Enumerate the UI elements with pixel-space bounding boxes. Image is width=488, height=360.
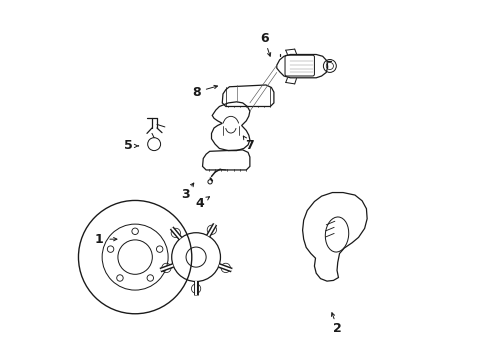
Text: 3: 3 — [181, 188, 189, 201]
Text: 1: 1 — [95, 233, 103, 246]
Text: 8: 8 — [191, 86, 200, 99]
Text: 4: 4 — [195, 197, 203, 210]
Text: 7: 7 — [245, 139, 254, 152]
Text: 5: 5 — [123, 139, 132, 152]
Text: 2: 2 — [333, 322, 342, 335]
Text: 6: 6 — [260, 32, 268, 45]
